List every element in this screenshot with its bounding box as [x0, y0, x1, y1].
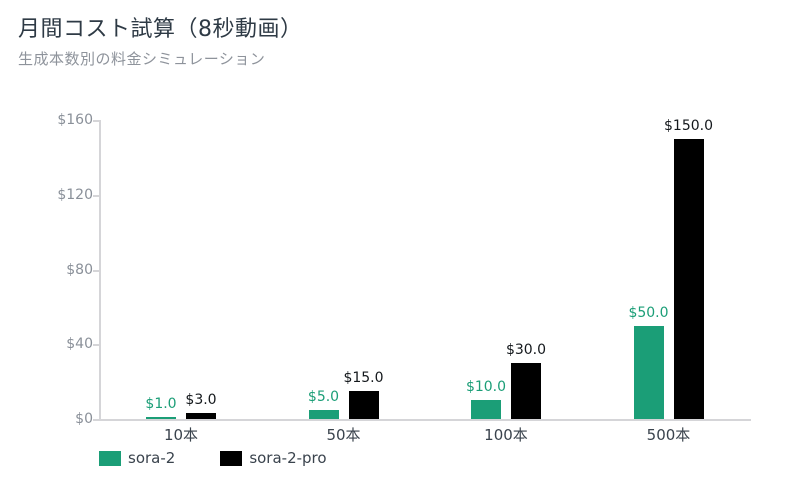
y-axis-tick-label: $40 [66, 336, 93, 353]
legend-swatch-sora-2 [99, 450, 121, 466]
legend-swatch-sora-2-pro [220, 450, 243, 466]
value-label-sora-2: $1.0 [145, 396, 177, 412]
y-axis-tick-label: $0 [75, 411, 93, 427]
y-axis-tick-mark [93, 344, 100, 347]
bar-sora-2 [308, 409, 339, 419]
y-axis-tick-mark [93, 120, 100, 122]
value-label-sora-2-pro: $150.0 [664, 117, 713, 134]
x-axis-category-label: 500本 [646, 426, 691, 444]
chart-subtitle: 生成本数別の料金シミュレーション [18, 50, 266, 68]
y-axis-line [99, 120, 101, 420]
bar-sora-2-pro [186, 413, 216, 419]
bar-sora-2 [633, 325, 664, 419]
x-axis-category-label: 50本 [326, 426, 361, 444]
y-axis-tick-mark [93, 419, 100, 421]
value-label-sora-2: $50.0 [628, 304, 669, 321]
bar-sora-2-pro [673, 138, 704, 419]
bar-sora-2 [146, 417, 176, 419]
legend-item-sora-2: sora-2 [99, 449, 175, 467]
legend-label: sora-2-pro [249, 449, 327, 467]
x-axis-category-label: 100本 [484, 426, 528, 444]
chart-title: 月間コスト試算（8秒動画） [18, 17, 303, 42]
value-label-sora-2-pro: $3.0 [185, 392, 217, 409]
y-axis-tick-label: $160 [57, 112, 93, 128]
value-label-sora-2-pro: $30.0 [505, 341, 547, 358]
y-axis-tick-mark [93, 194, 100, 197]
bar-sora-2-pro [511, 362, 541, 419]
x-axis-line [93, 419, 751, 421]
y-axis-tick-mark [93, 269, 100, 272]
bar-sora-2 [471, 400, 501, 419]
x-axis-category-label: 10本 [163, 426, 199, 444]
y-axis-tick-label: $120 [57, 186, 93, 203]
value-label-sora-2: $5.0 [307, 388, 340, 405]
legend: sora-2 sora-2-pro [99, 449, 372, 467]
legend-label: sora-2 [128, 449, 176, 467]
y-axis-tick-label: $80 [66, 261, 93, 278]
value-label-sora-2: $10.0 [465, 379, 507, 396]
value-label-sora-2-pro: $15.0 [343, 369, 384, 386]
bar-sora-2-pro [348, 390, 379, 419]
legend-item-sora-2-pro: sora-2-pro [220, 449, 327, 467]
